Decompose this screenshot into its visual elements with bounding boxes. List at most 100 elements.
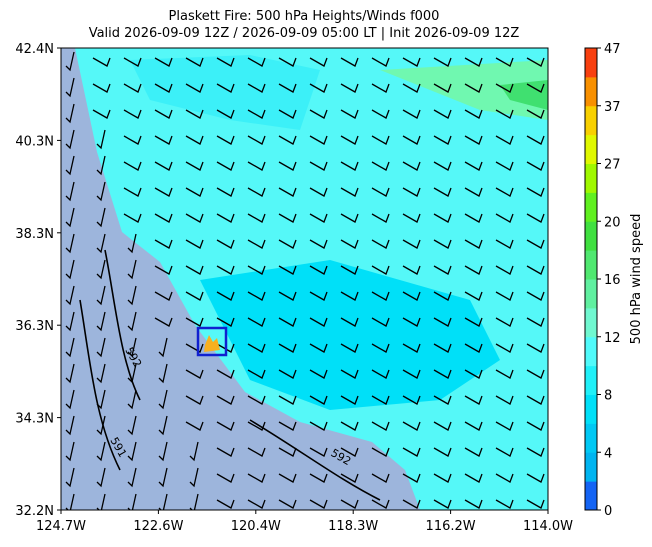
wind-barb (185, 369, 204, 379)
colorbar-tick-label: 47 (604, 42, 621, 57)
x-tick-label: 118.3W (328, 519, 378, 534)
wind-barb (278, 343, 297, 353)
wind-barb (309, 135, 328, 145)
wind-barb (216, 187, 235, 197)
wind-barb (464, 369, 483, 379)
colorbar-tick-label: 20 (604, 215, 621, 230)
colorbar-band (585, 365, 597, 395)
wind-barb (340, 369, 359, 379)
wind-barb (433, 499, 452, 509)
wind-barb (247, 317, 266, 327)
y-tick-label: 42.4N (15, 42, 54, 57)
wind-barb (402, 83, 421, 93)
wind-barb (278, 447, 297, 457)
wind-barb (154, 239, 173, 249)
wind-barb (495, 109, 514, 119)
wind-barb (216, 343, 235, 353)
wind-barb (495, 421, 514, 431)
wind-barb (154, 265, 173, 275)
wind-barb (127, 337, 137, 358)
wind-barb (464, 473, 483, 483)
wind-barb (464, 135, 483, 145)
wind-barb (433, 395, 452, 405)
wind-barb (340, 57, 359, 67)
wind-barb (340, 213, 359, 223)
wind-region (200, 260, 500, 410)
wind-barb (154, 161, 173, 171)
wind-barb (402, 421, 421, 431)
colorbar-band (585, 307, 597, 338)
wind-barb (65, 103, 75, 124)
wind-barb (371, 499, 390, 509)
wind-barb (158, 493, 168, 510)
wind-barb (402, 213, 421, 223)
wind-barb (154, 83, 173, 93)
y-tick-label: 34.3N (15, 412, 54, 427)
wind-barb (65, 415, 75, 436)
wind-barb (371, 291, 390, 301)
wind-barb (495, 187, 514, 197)
wind-barbs (65, 51, 545, 510)
wind-barb (154, 213, 173, 223)
wind-barb (65, 311, 75, 332)
wind-barb (278, 499, 297, 509)
wind-barb (123, 213, 142, 223)
wind-barb (340, 161, 359, 171)
wind-barb (402, 291, 421, 301)
wind-barb (464, 317, 483, 327)
wind-barb (433, 369, 452, 379)
wind-barb (464, 187, 483, 197)
colorbar: 0 4 8 12 16 20 27 37 47 (584, 42, 621, 519)
wind-barb (340, 447, 359, 457)
wind-barb (278, 109, 297, 119)
wind-barb (371, 447, 390, 457)
wind-barb (526, 135, 545, 145)
wind-barb (464, 291, 483, 301)
x-tick-label: 114.0W (523, 519, 573, 534)
colorbar-tick-label: 0 (604, 504, 612, 519)
wind-barb (433, 473, 452, 483)
colorbar-band (585, 279, 597, 309)
wind-barb (495, 447, 514, 457)
wind-barb (402, 161, 421, 171)
colorbar-band (585, 48, 597, 78)
wind-barb (371, 187, 390, 197)
wind-barb (185, 135, 204, 145)
y-tick-label: 38.3N (15, 227, 54, 242)
wind-barb (278, 291, 297, 301)
wind-barb (371, 135, 390, 145)
wind-barb (371, 109, 390, 119)
wind-barb (247, 109, 266, 119)
wind-barb (371, 239, 390, 249)
wind-barb (371, 213, 390, 223)
wind-barb (433, 109, 452, 119)
wind-barb (185, 395, 204, 405)
colorbar-band (585, 452, 597, 482)
x-tick-label: 124.7W (36, 519, 86, 534)
wind-barb (189, 441, 199, 462)
wind-barb (216, 421, 235, 431)
y-tick-label: 32.2N (15, 504, 54, 519)
wind-barb (495, 213, 514, 223)
wind-barb (340, 473, 359, 483)
wind-barb (371, 83, 390, 93)
wind-barb (464, 395, 483, 405)
wind-barb (247, 473, 266, 483)
wind-barb (96, 337, 106, 358)
colorbar-band (585, 105, 597, 136)
wind-barb (65, 467, 75, 488)
wind-barb (526, 265, 545, 275)
wind-barb (216, 265, 235, 275)
wind-barb (247, 447, 266, 457)
wind-barb (127, 467, 137, 488)
wind-barb (216, 239, 235, 249)
wind-barb (340, 317, 359, 327)
wind-barb (340, 187, 359, 197)
wind-barb (216, 317, 235, 327)
colorbar-band (585, 481, 597, 511)
wind-barb (495, 265, 514, 275)
wind-barb (158, 467, 168, 488)
wind-barb (247, 421, 266, 431)
wind-barb (278, 395, 297, 405)
